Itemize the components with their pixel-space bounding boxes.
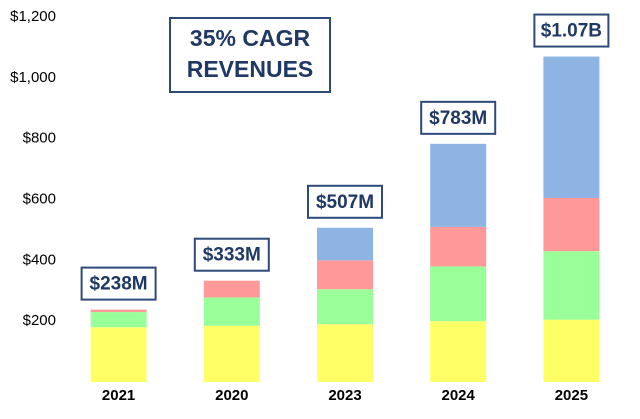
total-label: $238M	[90, 274, 148, 295]
y-tick-label: $600	[23, 190, 56, 207]
bar-segment	[430, 266, 487, 322]
y-tick-label: $200	[23, 312, 56, 329]
y-tick-label: $800	[23, 130, 56, 147]
total-label-box	[533, 13, 610, 48]
total-label: $333M	[203, 245, 261, 266]
total-label: $783M	[429, 108, 487, 129]
x-tick-label: 2024	[442, 387, 476, 404]
total-label-box	[307, 184, 383, 219]
bar-segment	[90, 312, 147, 328]
bar-segment	[543, 197, 600, 252]
bar-segment	[203, 325, 260, 382]
bar-segment	[430, 143, 487, 227]
total-label: $507M	[316, 192, 374, 213]
bar-segment	[317, 289, 373, 325]
x-tick-label: 2021	[102, 387, 135, 404]
y-tick-label: $400	[23, 251, 56, 268]
total-label-box	[80, 266, 157, 301]
x-tick-label: 2020	[215, 387, 248, 404]
x-tick-label: 2023	[328, 387, 361, 404]
bar-segment	[317, 324, 373, 382]
bar-segment	[317, 260, 373, 290]
y-tick-label: $1,000	[10, 69, 56, 86]
x-tick-label: 2025	[555, 387, 588, 404]
bar-segment	[543, 251, 600, 320]
annotation-box	[169, 17, 331, 93]
bar-segment	[203, 280, 260, 298]
bar-segment	[90, 309, 147, 313]
bar-segment	[317, 227, 373, 261]
bar-segment	[90, 327, 147, 382]
total-label: $1.07B	[541, 21, 602, 42]
annotation: REVENUES	[187, 56, 314, 82]
total-label-box	[193, 237, 270, 272]
annotation: 35% CAGR	[190, 25, 311, 51]
bar-segment	[543, 56, 600, 198]
y-tick-label: $1,200	[10, 8, 56, 25]
total-label-box	[420, 100, 497, 135]
bar-segment	[430, 321, 487, 382]
bar-segment	[430, 226, 487, 267]
bar-segment	[543, 319, 600, 382]
bar-segment	[203, 297, 260, 326]
